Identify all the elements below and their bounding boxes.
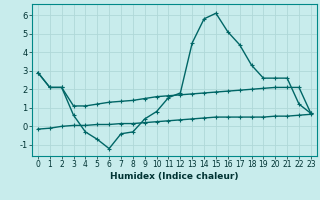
X-axis label: Humidex (Indice chaleur): Humidex (Indice chaleur) <box>110 172 239 181</box>
